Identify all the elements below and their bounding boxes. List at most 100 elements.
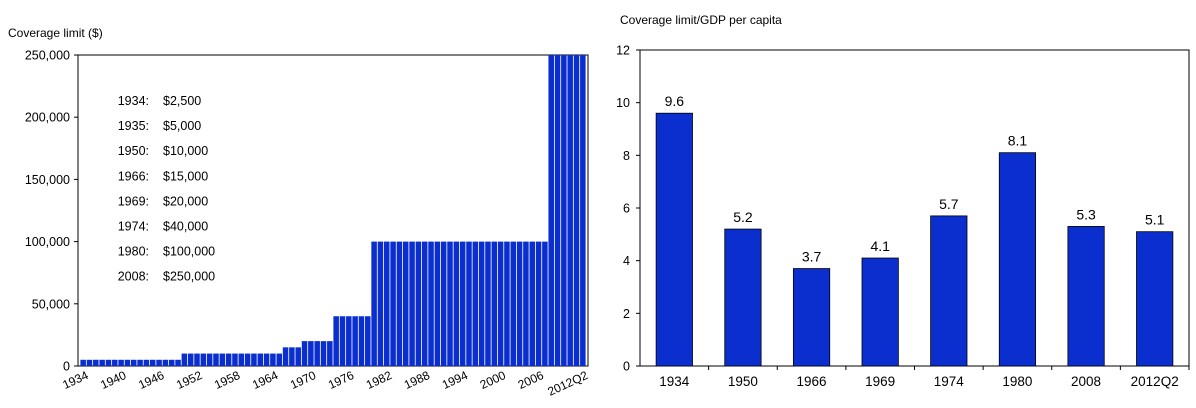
left-bar <box>301 341 308 366</box>
annotation-amount: $100,000 <box>163 245 215 259</box>
left-y-tick-label: 0 <box>63 360 70 374</box>
left-bar <box>339 316 346 366</box>
left-bar <box>112 359 118 366</box>
left-x-tick-label: 1994 <box>440 368 470 392</box>
right-data-label: 4.1 <box>870 238 890 254</box>
right-x-tick-label: 1974 <box>934 374 965 389</box>
left-y-tick-label: 50,000 <box>32 297 70 311</box>
left-y-tick-label: 250,000 <box>25 49 70 63</box>
left-bar <box>200 353 207 366</box>
left-bar <box>213 353 219 366</box>
left-bar <box>554 55 561 366</box>
right-data-label: 5.7 <box>939 196 959 212</box>
left-bar <box>282 347 289 366</box>
left-bar <box>384 241 390 366</box>
left-bar <box>187 353 194 366</box>
right-x-tick-label: 1980 <box>1002 374 1032 389</box>
right-bar <box>861 257 899 367</box>
left-bar <box>542 241 548 366</box>
right-y-tick-label: 8 <box>623 149 630 163</box>
left-bar <box>485 241 491 366</box>
left-x-tick-label: 2012Q2 <box>545 368 590 399</box>
left-y-tick-label: 150,000 <box>25 173 70 187</box>
left-bar <box>263 353 270 366</box>
left-bar <box>99 359 105 366</box>
left-bar <box>561 55 567 366</box>
right-x-tick-label: 1966 <box>797 374 827 389</box>
left-x-tick-label: 1946 <box>136 368 166 392</box>
left-bar <box>371 241 377 366</box>
left-bar <box>510 241 517 366</box>
left-bar <box>396 241 403 366</box>
left-bar <box>276 353 282 366</box>
annotation-amount: $5,000 <box>163 119 201 133</box>
left-x-tick-label: 1940 <box>98 368 128 392</box>
annotation-year: 2008: <box>118 270 149 284</box>
right-data-label: 9.6 <box>665 93 685 109</box>
left-bar <box>428 241 434 366</box>
left-bar <box>573 55 580 366</box>
left-bar <box>580 55 586 366</box>
left-bar <box>86 359 93 366</box>
right-bar <box>792 268 831 367</box>
right-x-tick-label: 2008 <box>1071 374 1101 389</box>
right-data-label: 5.2 <box>733 209 753 225</box>
left-bar <box>548 55 554 366</box>
right-y-axis-title: Coverage limit/GDP per capita <box>620 13 782 27</box>
annotation-year: 1950: <box>118 144 149 158</box>
annotation-amount: $2,500 <box>163 94 201 108</box>
annotation-amount: $250,000 <box>163 270 215 284</box>
left-bar <box>320 341 327 366</box>
left-bar <box>352 316 358 366</box>
right-x-tick-label: 1934 <box>659 374 690 389</box>
left-bar <box>567 55 573 366</box>
left-bar <box>358 316 365 366</box>
right-x-tick-label: 2012Q2 <box>1131 374 1179 389</box>
left-bar <box>365 316 371 366</box>
left-bar <box>377 241 384 366</box>
left-bar <box>295 347 301 366</box>
left-bar <box>390 241 396 366</box>
left-y-axis-title: Coverage limit ($) <box>8 26 103 40</box>
left-bar <box>491 241 498 366</box>
left-bar <box>149 359 156 366</box>
left-bar <box>497 241 504 366</box>
annotation-amount: $40,000 <box>163 220 208 234</box>
left-bar <box>118 359 124 366</box>
left-bar <box>333 316 339 366</box>
coverage-gdp-ratio-chart: Coverage limit/GDP per capita 0 2 4 6 8 10 12 9… <box>600 0 1196 408</box>
right-bar <box>998 152 1037 367</box>
left-bar <box>453 241 460 366</box>
annotation-year: 1966: <box>118 169 149 183</box>
coverage-gdp-ratio-plot: 0 2 4 6 8 10 12 9.6 1934 5.2 1950 3.7 1966 4.1 1969 5.7… <box>616 44 1190 389</box>
right-y-tick-label: 0 <box>623 360 630 374</box>
annotation-amount: $10,000 <box>163 144 208 158</box>
left-bar <box>270 353 276 366</box>
right-y-tick-label: 2 <box>623 307 630 321</box>
annotation-year: 1934: <box>118 94 149 108</box>
right-data-label: 5.1 <box>1145 212 1165 228</box>
left-bar <box>472 241 479 366</box>
left-bar <box>175 359 181 366</box>
annotation-year: 1980: <box>118 245 149 259</box>
left-bar <box>516 241 523 366</box>
left-bar <box>289 347 295 366</box>
left-bar <box>466 241 472 366</box>
left-bar <box>80 359 86 366</box>
left-bar <box>447 241 453 366</box>
left-bar <box>206 353 213 366</box>
left-bar <box>440 241 447 366</box>
left-bar <box>402 241 409 366</box>
left-bar <box>314 341 320 366</box>
left-bar <box>478 241 485 366</box>
left-y-tick-label: 200,000 <box>25 111 70 125</box>
left-bar <box>346 316 352 366</box>
annotation-amount: $15,000 <box>163 169 208 183</box>
left-bar <box>93 359 99 366</box>
coverage-limit-chart: Coverage limit ($) 0 50,000 100,000 150,000… <box>8 26 591 399</box>
right-y-tick-label: 12 <box>616 44 630 58</box>
left-x-tick-label: 1970 <box>288 368 318 392</box>
left-bar <box>219 353 226 366</box>
annotation-amount: $20,000 <box>163 194 208 208</box>
